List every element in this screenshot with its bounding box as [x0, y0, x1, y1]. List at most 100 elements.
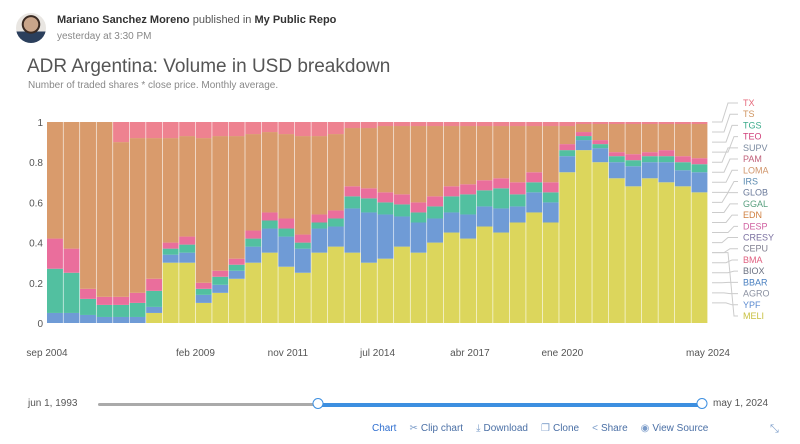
bar-segment-bma: [63, 248, 80, 273]
legend-item-irs[interactable]: IRS: [743, 176, 758, 186]
fullscreen-icon[interactable]: ⤡: [770, 423, 779, 435]
bar-segment-ts: [228, 136, 245, 259]
legend-leader-line: [712, 252, 738, 317]
post-byline: Mariano Sanchez Moreno published in My P…: [57, 14, 336, 26]
legend-item-ts[interactable]: TS: [743, 109, 755, 119]
legend-leader-line: [712, 225, 738, 234]
bar-segment-ypf: [360, 212, 377, 263]
bar-segment-ypf: [509, 206, 526, 223]
legend-leader-line: [712, 113, 738, 133]
legend-item-tgs[interactable]: TGS: [743, 120, 762, 130]
legend-leader-line: [712, 124, 738, 143]
bar-segment-bma: [146, 278, 163, 291]
legend-item-cresy[interactable]: CRESY: [743, 233, 774, 243]
bar-segment-ggal: [427, 206, 443, 219]
bar-segment-ts: [278, 134, 295, 219]
legend-item-pam[interactable]: PAM: [743, 154, 762, 164]
bar-segment-bma: [311, 214, 328, 223]
bar-segment-bma: [476, 180, 493, 191]
legend-item-cepu[interactable]: CEPU: [743, 244, 768, 254]
clone-button[interactable]: ❐ Clone: [541, 423, 579, 434]
bar-segment-ypf: [559, 156, 576, 173]
legend-leader-line: [712, 302, 738, 306]
legend-item-bbar[interactable]: BBAR: [743, 277, 768, 287]
clip-chart-button[interactable]: ✂ Clip chart: [409, 423, 463, 434]
bar-segment-meli: [311, 252, 328, 323]
x-tick-label: abr 2017: [450, 348, 490, 359]
x-tick-label: nov 2011: [267, 348, 309, 359]
repo-link[interactable]: My Public Repo: [254, 14, 337, 26]
bar-segment-ypf: [47, 312, 63, 323]
legend-item-bma[interactable]: BMA: [743, 255, 763, 265]
author-name[interactable]: Mariano Sanchez Moreno: [57, 14, 190, 26]
eye-icon: ◉: [640, 423, 650, 434]
bar-segment-meli: [509, 222, 526, 323]
bar-segment-tx: [575, 122, 592, 125]
range-slider-end-handle[interactable]: [696, 398, 708, 409]
bar-segment-ts: [245, 134, 262, 231]
download-button[interactable]: ⤓ Download: [476, 423, 528, 434]
bar-segment-ypf: [294, 248, 311, 273]
legend-item-agro[interactable]: AGRO: [743, 289, 770, 299]
legend-item-meli[interactable]: MELI: [743, 311, 764, 321]
legend-item-edn[interactable]: EDN: [743, 210, 762, 220]
bar-segment-bma: [261, 212, 278, 221]
bar-segment-ggal: [212, 276, 229, 285]
bar-segment-ggal: [608, 156, 625, 163]
bar-segment-tx: [526, 122, 543, 127]
range-slider-selection[interactable]: [317, 403, 702, 407]
bar-segment-ggal: [674, 162, 691, 171]
bar-segment-tx: [294, 122, 311, 137]
legend-item-ypf[interactable]: YPF: [743, 300, 761, 310]
bar-segment-ggal: [294, 242, 311, 249]
bar-segment-ts: [509, 126, 526, 183]
bar-segment-ggal: [311, 222, 328, 229]
chart-label: Chart: [372, 423, 397, 434]
bar-segment-bma: [344, 186, 361, 197]
legend-item-supv[interactable]: SUPV: [743, 143, 768, 153]
bar-segment-bma: [129, 292, 146, 303]
bar-segment-ypf: [228, 270, 245, 279]
bar-segment-bma: [625, 154, 642, 161]
legend-leader-line: [712, 102, 738, 123]
share-label: Share: [600, 423, 628, 434]
legend-item-glob[interactable]: GLOB: [743, 188, 768, 198]
clone-label: Clone: [552, 423, 580, 434]
bar-segment-ts: [559, 126, 576, 145]
bar-segment-ypf: [113, 316, 130, 323]
bar-segment-ts: [311, 136, 328, 215]
bar-segment-ts: [377, 126, 394, 193]
legend-item-tx[interactable]: TX: [743, 98, 755, 108]
legend-item-loma[interactable]: LOMA: [743, 165, 769, 175]
share-button[interactable]: < Share: [592, 423, 628, 434]
bar-segment-tx: [427, 122, 443, 127]
bar-segment-ypf: [245, 246, 262, 263]
legend-leader-line: [712, 237, 738, 244]
bar-segment-meli: [493, 232, 510, 323]
bar-segment-ts: [476, 126, 493, 181]
chart-button[interactable]: Chart: [372, 423, 396, 434]
bar-segment-meli: [195, 302, 212, 323]
bar-segment-ggal: [559, 150, 576, 157]
view-source-button[interactable]: ◉ View Source: [641, 423, 709, 434]
bar-segment-bma: [592, 140, 609, 145]
legend-item-biox[interactable]: BIOX: [743, 266, 765, 276]
legend-item-ggal[interactable]: GGAL: [743, 199, 768, 209]
bar-segment-tx: [261, 122, 278, 133]
bar-segment-ts: [493, 126, 510, 179]
range-slider-start-handle[interactable]: [312, 398, 324, 409]
bar-segment-tx: [129, 122, 146, 139]
legend-item-teo[interactable]: TEO: [743, 132, 762, 142]
bar-segment-ts: [63, 122, 80, 249]
clone-icon: ❐: [541, 423, 550, 434]
bar-segment-ts: [674, 124, 691, 157]
legend-leader-line: [712, 292, 738, 295]
bar-segment-ggal: [691, 164, 708, 173]
bar-segment-tx: [179, 122, 196, 137]
bar-segment-ypf: [344, 208, 361, 253]
y-tick-label: 0.4: [29, 239, 43, 250]
author-avatar[interactable]: [16, 13, 46, 43]
bar-segment-ts: [608, 124, 625, 153]
legend-item-desp[interactable]: DESP: [743, 221, 768, 231]
y-tick-label: 0: [37, 319, 43, 330]
